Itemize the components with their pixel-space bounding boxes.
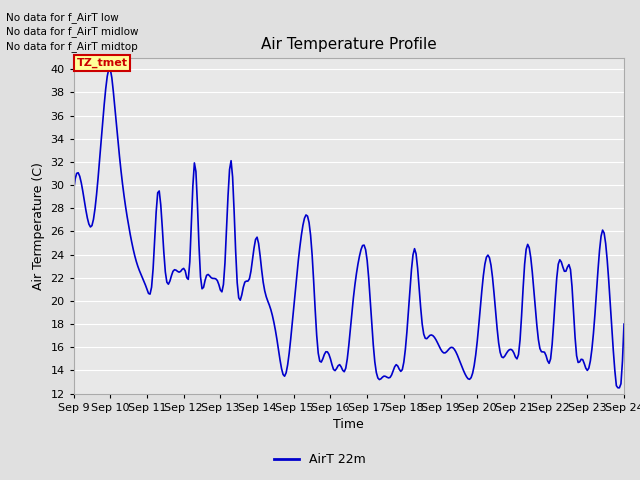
Y-axis label: Air Termperature (C): Air Termperature (C) xyxy=(32,162,45,289)
Text: No data for f_AirT low: No data for f_AirT low xyxy=(6,12,119,23)
X-axis label: Time: Time xyxy=(333,418,364,431)
Legend: AirT 22m: AirT 22m xyxy=(269,448,371,471)
Text: No data for f_AirT midlow: No data for f_AirT midlow xyxy=(6,26,139,37)
Text: TZ_tmet: TZ_tmet xyxy=(77,58,127,68)
Title: Air Temperature Profile: Air Temperature Profile xyxy=(261,37,436,52)
Text: No data for f_AirT midtop: No data for f_AirT midtop xyxy=(6,41,138,52)
